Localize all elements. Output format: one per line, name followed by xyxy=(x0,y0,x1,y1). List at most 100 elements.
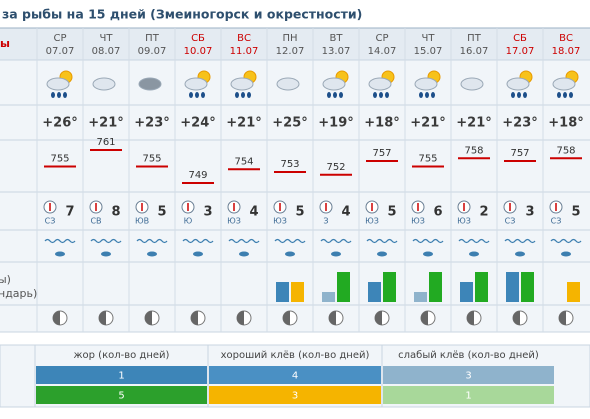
wind-speed: 3 xyxy=(203,205,212,220)
weekday: СБ xyxy=(513,33,527,44)
moon-shade xyxy=(191,311,198,325)
cloud xyxy=(92,77,116,91)
temperature: +26° xyxy=(42,116,77,131)
date: 11.07 xyxy=(230,46,259,57)
wind-speed: 7 xyxy=(65,205,74,220)
legend-cell xyxy=(36,366,207,384)
temperature: +21° xyxy=(226,116,261,131)
date: 14.07 xyxy=(368,46,397,57)
pressure-label: 758 xyxy=(464,145,483,156)
temperature: +21° xyxy=(410,116,445,131)
wind-speed: 5 xyxy=(571,205,580,220)
cloud xyxy=(276,77,300,91)
fish xyxy=(285,251,295,257)
wave xyxy=(182,238,214,244)
rain-drop xyxy=(333,92,337,98)
fish xyxy=(515,251,525,257)
wave xyxy=(320,238,352,244)
cloud xyxy=(184,77,208,91)
wave xyxy=(228,238,260,244)
weekday: ВС xyxy=(237,33,251,44)
rain-drop xyxy=(51,92,55,98)
wind-direction: СЗ xyxy=(45,217,56,226)
wind-direction: ЮЗ xyxy=(273,217,287,226)
pressure-label: 754 xyxy=(234,156,253,167)
fish xyxy=(377,251,387,257)
temperature: +21° xyxy=(88,116,123,131)
wave xyxy=(90,238,122,244)
weekday: СР xyxy=(375,33,388,44)
rain-drop xyxy=(327,92,331,98)
rain-drop xyxy=(373,92,377,98)
date: 08.07 xyxy=(92,46,121,57)
cloud xyxy=(230,77,254,91)
pressure-label: 755 xyxy=(50,154,69,165)
bite-bar xyxy=(383,272,396,302)
cloud xyxy=(460,77,484,91)
rain-drop xyxy=(235,92,239,98)
cloud xyxy=(552,77,576,91)
date: 18.07 xyxy=(552,46,581,57)
temperature: +19° xyxy=(318,116,353,131)
date: 10.07 xyxy=(184,46,213,57)
fish xyxy=(239,251,249,257)
legend-header: жор (кол-во дней) xyxy=(74,350,170,361)
wave xyxy=(136,238,168,244)
rain-drop xyxy=(241,92,245,98)
date: 16.07 xyxy=(460,46,489,57)
rain-drop xyxy=(569,92,573,98)
weekday: ЧТ xyxy=(100,33,114,44)
rain-drop xyxy=(425,92,429,98)
bite-bar xyxy=(521,272,534,302)
wind-direction: ЮЗ xyxy=(227,217,241,226)
rain-drop xyxy=(201,92,205,98)
cloud xyxy=(46,77,70,91)
wind-speed: 3 xyxy=(525,205,534,220)
rain-drop xyxy=(419,92,423,98)
wave xyxy=(44,238,76,244)
rain-drop xyxy=(63,92,67,98)
pressure-label: 757 xyxy=(372,148,391,159)
moon-shade xyxy=(145,311,152,325)
wind-speed: 5 xyxy=(295,205,304,220)
date: 15.07 xyxy=(414,46,443,57)
weekday: ЧТ xyxy=(422,33,436,44)
temperature: +23° xyxy=(502,116,537,131)
bite-bar xyxy=(460,282,473,302)
rain-drop xyxy=(431,92,435,98)
pressure-label: 761 xyxy=(96,137,115,148)
pressure-label: 752 xyxy=(326,162,345,173)
bite-bar xyxy=(475,272,488,302)
left-label: ы) xyxy=(0,273,11,286)
pressure-label: 755 xyxy=(142,154,161,165)
rain-drop xyxy=(247,92,251,98)
legend-header: хороший клёв (кол-во дней) xyxy=(221,350,370,361)
fish xyxy=(423,251,433,257)
legend-cell xyxy=(209,386,381,404)
left-label: ы xyxy=(0,37,10,50)
legend-count: 3 xyxy=(465,371,471,382)
wind-direction: ЮЗ xyxy=(365,217,379,226)
wave xyxy=(550,238,582,244)
bite-bar xyxy=(337,272,350,302)
rain-drop xyxy=(339,92,343,98)
wave xyxy=(366,238,398,244)
temperature: +18° xyxy=(548,116,583,131)
rain-drop xyxy=(379,92,383,98)
legend-count: 5 xyxy=(118,391,124,402)
weekday: СР xyxy=(53,33,66,44)
rain-drop xyxy=(511,92,515,98)
wind-speed: 4 xyxy=(249,205,258,220)
moon-shade xyxy=(559,311,566,325)
weekday: ВТ xyxy=(330,33,344,44)
legend-cell xyxy=(383,366,554,384)
rain-drop xyxy=(195,92,199,98)
weekday: ПТ xyxy=(467,33,482,44)
date: 09.07 xyxy=(138,46,167,57)
moon-shade xyxy=(99,311,106,325)
fish xyxy=(101,251,111,257)
bite-bar xyxy=(506,272,519,302)
wave xyxy=(504,238,536,244)
cloud xyxy=(368,77,392,91)
title: за рыбы на 15 дней (Змеиногорск и окрест… xyxy=(2,7,362,22)
